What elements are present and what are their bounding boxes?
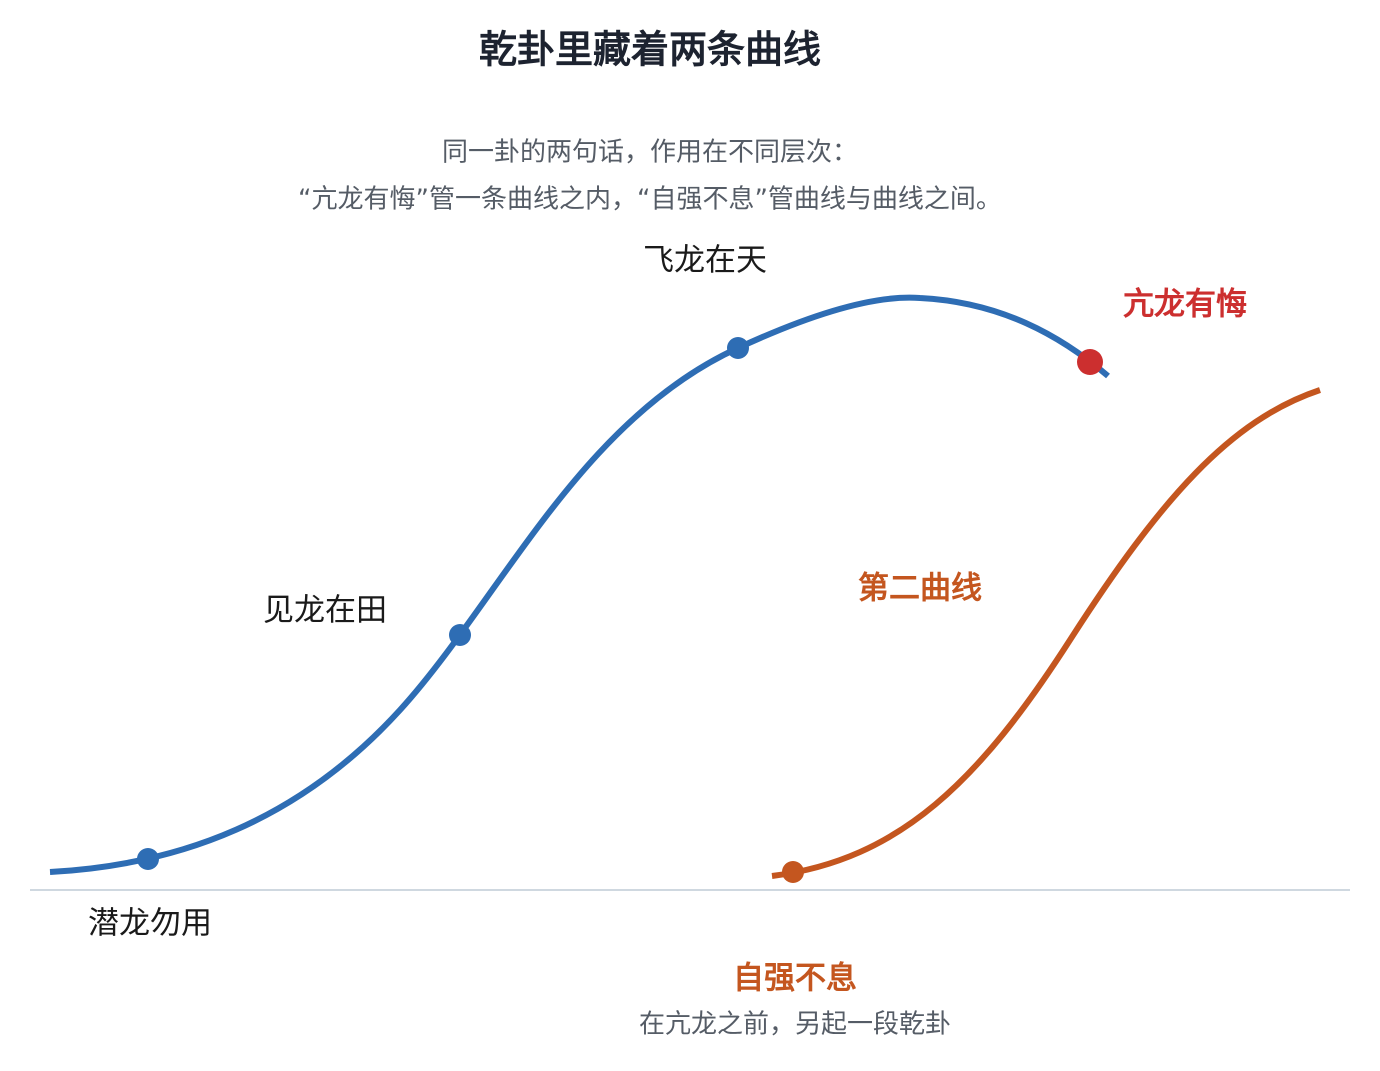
start-note: 在亢龙之前，另起一段乾卦 [639, 1010, 951, 1040]
stage-dot [137, 848, 159, 870]
stage-dot [449, 624, 471, 646]
peak-warning-dot [1077, 349, 1103, 375]
stage-label: 亢龙有悔 [1123, 287, 1247, 323]
title: 乾卦里藏着两条曲线 [479, 28, 821, 72]
subtitle-line: 同一卦的两句话，作用在不同层次： [442, 138, 858, 168]
stage-dot [727, 337, 749, 359]
stage-label: 见龙在田 [263, 593, 387, 629]
stage-label: 飞龙在天 [643, 243, 767, 279]
subtitle-line: “亢龙有悔”管一条曲线之内，“自强不息”管曲线与曲线之间。 [298, 185, 1002, 215]
stage-label: 潜龙勿用 [88, 906, 212, 942]
start-label: 自强不息 [733, 961, 857, 997]
second-curve-label: 第二曲线 [858, 571, 982, 607]
second-curve [771, 387, 1321, 879]
first-curve [49, 294, 1110, 875]
second-start-dot [782, 861, 804, 883]
